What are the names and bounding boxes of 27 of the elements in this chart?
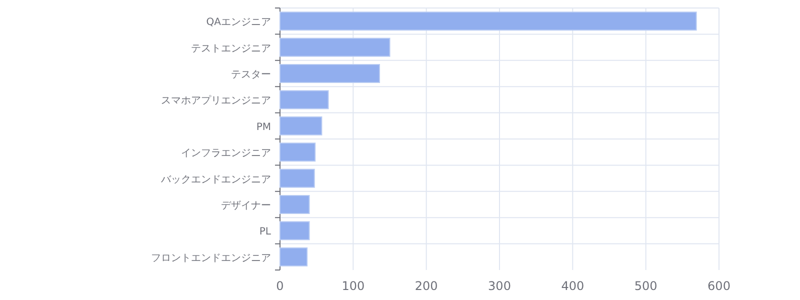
bar xyxy=(280,142,316,162)
bar xyxy=(280,195,310,214)
x-tick-label: 600 xyxy=(708,279,730,293)
bar xyxy=(280,116,322,136)
bar xyxy=(280,168,315,188)
x-tick-label: 0 xyxy=(276,279,284,293)
bar xyxy=(280,247,308,266)
y-tick-label: デザイナー xyxy=(221,200,271,212)
x-tick-label: 200 xyxy=(414,279,438,293)
y-tick-label: テストエンジニア xyxy=(191,43,271,54)
y-tick-label: PL xyxy=(259,226,272,238)
x-tick-label: 500 xyxy=(634,279,658,293)
y-tick-label: QAエンジニア xyxy=(206,17,271,28)
y-tick-label: バックエンドエンジニア xyxy=(160,174,271,186)
y-tick-label: スマホアプリエンジニア xyxy=(161,94,271,107)
bar xyxy=(280,90,329,110)
y-tick-label: PM xyxy=(256,122,271,133)
y-tick-label: テスター xyxy=(231,70,271,80)
bar xyxy=(280,64,380,83)
bar xyxy=(280,12,697,31)
y-tick-label: フロントエンドエンジニア xyxy=(151,252,271,264)
x-tick-label: 100 xyxy=(342,279,365,293)
x-tick-label: 400 xyxy=(561,279,584,293)
y-tick-label: インフラエンジニア xyxy=(181,148,271,160)
x-tick-label: 300 xyxy=(488,279,511,293)
bar xyxy=(280,221,310,240)
bar xyxy=(280,38,390,57)
